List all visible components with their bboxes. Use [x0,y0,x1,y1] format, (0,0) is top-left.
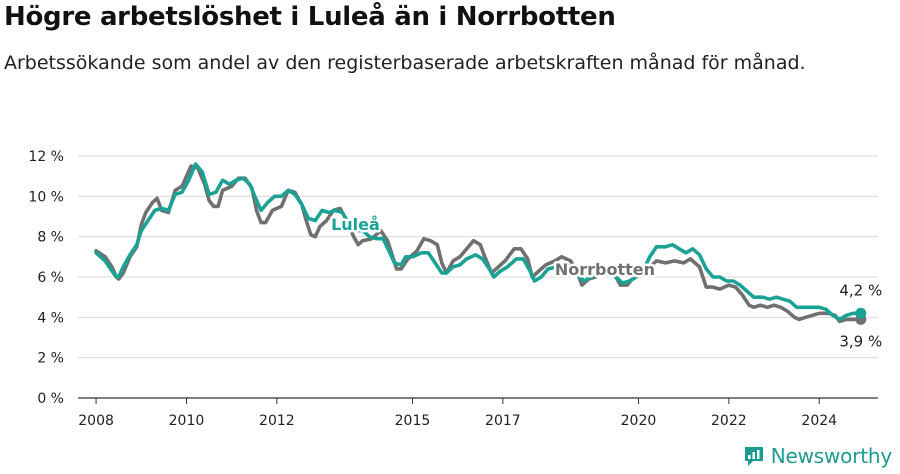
x-tick-label: 2017 [485,413,521,429]
end-value-label-norrbotten: 3,9 % [839,332,882,350]
grid-lines [78,155,878,359]
series-line-lulea [94,162,863,322]
series-endpoint-lulea [855,307,867,319]
chart-subtitle: Arbetssökande som andel av den registerb… [4,52,806,74]
y-tick-label: 2 % [37,351,64,367]
x-axis-labels: 2008 2010 2012 2015 2017 2020 2022 2024 [78,413,837,429]
series-labels: Luleå Norrbotten 4,2 % 3,9 % [329,213,883,351]
y-tick-label: 0 % [37,391,64,407]
x-tick-label: 2012 [259,413,295,429]
y-tick-label: 10 % [28,189,64,205]
brand-logo: Newsworthy [743,444,892,468]
x-tick-label: 2008 [78,413,114,429]
y-tick-label: 4 % [37,310,64,326]
series-label-lulea: Luleå [331,215,380,234]
chart-title: Högre arbetslöshet i Luleå än i Norrbott… [4,2,616,32]
x-tick-label: 2020 [621,413,657,429]
x-tick-label: 2024 [801,413,837,429]
series-lines [94,162,867,325]
x-tick-label: 2010 [169,413,205,429]
x-tick-label: 2015 [395,413,431,429]
x-tick-label: 2022 [711,413,747,429]
brand-name: Newsworthy [770,444,892,468]
series-label-norrbotten: Norrbotten [555,260,655,279]
y-tick-label: 12 % [28,149,64,165]
series-line-norrbotten [94,164,863,324]
y-tick-label: 6 % [37,270,64,286]
y-axis-labels: 0 % 2 % 4 % 6 % 8 % 10 % 12 % [28,149,64,407]
x-axis [78,397,878,404]
y-tick-label: 8 % [37,230,64,246]
end-value-label-lulea: 4,2 % [839,281,882,299]
newsworthy-logo-icon [744,447,763,466]
